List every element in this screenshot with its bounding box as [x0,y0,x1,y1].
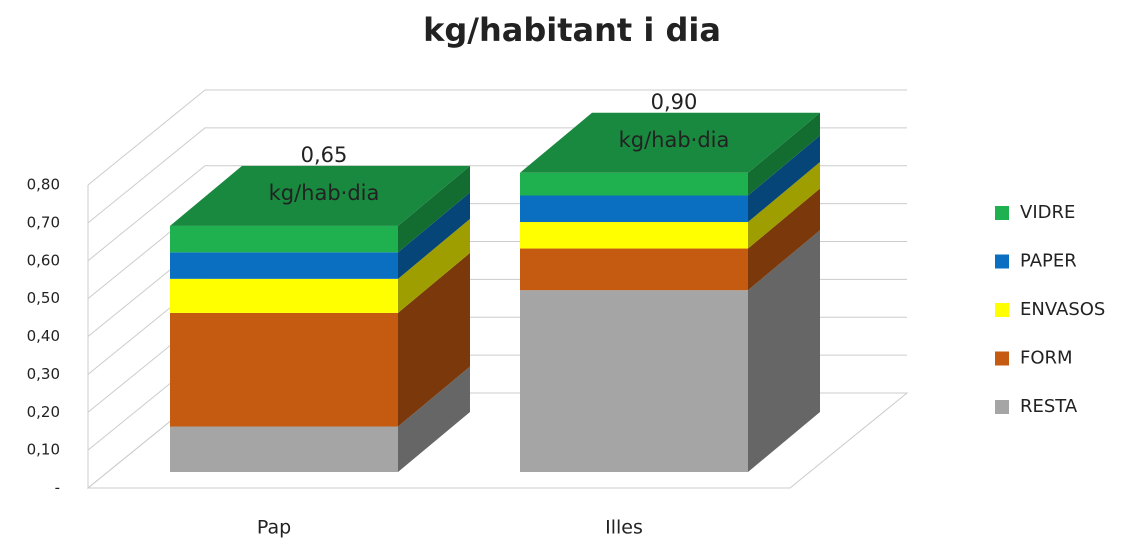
annotation: kg/hab·dia [619,128,730,152]
y-tick-label: 0,10 [27,441,60,459]
legend-label: FORM [1020,348,1073,369]
x-tick-label: Pap [257,517,291,539]
bar-top [170,165,470,226]
bar-segment [520,188,820,291]
chart-title: kg/habitant i dia [423,11,721,49]
bar-front [170,252,398,279]
bar-front [170,225,398,253]
bar-front [170,426,398,472]
bar-front [520,222,748,249]
y-tick-label: 0,70 [27,213,60,231]
y-tick-label: - [55,479,60,497]
bar-side [398,252,470,427]
legend-label: ENVASOS [1020,299,1105,320]
y-tick-label: 0,20 [27,403,60,421]
legend-label: RESTA [1020,396,1078,417]
bar-segment [170,366,470,472]
legend-swatch [995,351,1009,366]
y-tick-label: 0,30 [27,365,60,383]
bar-segment [520,162,820,249]
bar-side [398,366,470,472]
legend-swatch [995,254,1009,269]
bar-side [398,218,470,313]
bar-segment [170,218,470,313]
y-tick-label: 0,60 [27,251,60,269]
bar-segment [520,135,820,223]
bar-side [748,188,820,291]
annotation: kg/hab·dia [269,181,380,205]
grid-line [87,89,907,186]
y-tick-label: 0,40 [27,327,60,345]
bar-segment [170,192,470,279]
legend-swatch [995,400,1009,414]
bar-front [520,290,748,472]
bar-segment [520,112,820,196]
bar-segment [170,252,470,427]
bar-side [748,135,820,223]
bar-side [748,112,820,196]
y-tick-label: 0,80 [27,176,60,194]
bar-segment [520,230,820,472]
bar-top [520,112,820,173]
bar-front [520,195,748,223]
bar-side [748,230,820,472]
legend-label: PAPER [1020,251,1077,272]
legend-swatch [995,206,1009,220]
bar-front [170,312,398,427]
x-tick-label: Illes [605,517,643,539]
bar-side [398,165,470,253]
bar-side [398,192,470,279]
bar-side [748,162,820,249]
bar-segment [170,165,470,253]
bar-front [520,248,748,291]
legend-swatch [995,303,1009,317]
bar-front [170,278,398,313]
bar-front [520,172,748,196]
annotation: 0,65 [301,143,348,167]
y-tick-label: 0,50 [27,289,60,307]
legend-label: VIDRE [1020,202,1075,223]
annotation: 0,90 [651,90,698,114]
